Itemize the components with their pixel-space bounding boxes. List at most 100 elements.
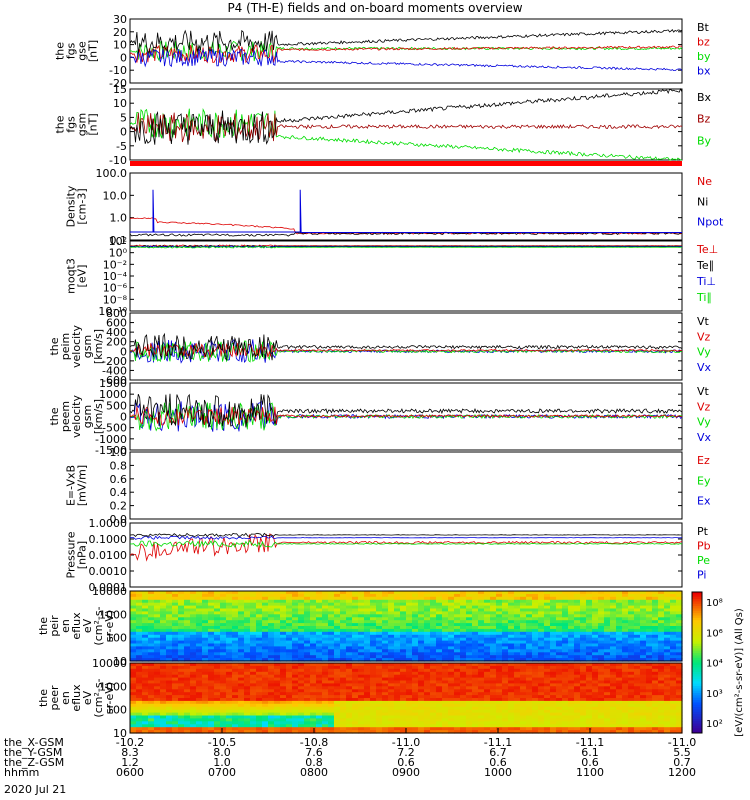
spectrogram-cell xyxy=(412,727,419,731)
spectrogram-cell xyxy=(466,698,473,702)
spectrogram-cell xyxy=(364,631,371,636)
spectrogram-cell xyxy=(556,715,563,719)
spectrogram-cell xyxy=(232,658,239,662)
spectrogram-cell xyxy=(214,637,221,642)
spectrogram-cell xyxy=(166,643,173,647)
spectrogram-cell xyxy=(244,652,251,656)
spectrogram-cell xyxy=(472,608,479,612)
spectrogram-cell xyxy=(400,703,407,708)
spectrogram-cell xyxy=(274,605,281,610)
colorbar-swatch xyxy=(692,723,702,727)
spectrogram-cell xyxy=(166,674,173,679)
spectrogram-cell xyxy=(634,611,641,615)
spectrogram-cell xyxy=(214,652,221,656)
spectrogram-cell xyxy=(364,596,371,601)
spectrogram-cell xyxy=(388,700,395,705)
spectrogram-cell xyxy=(580,706,587,711)
spectrogram-cell xyxy=(652,727,659,731)
spectrogram-cell xyxy=(310,611,317,615)
spectrogram-cell xyxy=(316,640,323,645)
spectrogram-cell xyxy=(334,718,341,722)
spectrogram-cell xyxy=(676,706,683,711)
spectrogram-cell xyxy=(574,620,581,624)
spectrogram-cell xyxy=(346,649,353,653)
spectrogram-cell xyxy=(292,640,299,645)
spectrogram-cell xyxy=(352,727,359,731)
spectrogram-cell xyxy=(508,706,515,711)
spectrogram-cell xyxy=(424,677,431,682)
spectrogram-cell xyxy=(484,593,491,598)
spectrogram-cell xyxy=(274,689,281,693)
spectrogram-cell xyxy=(370,700,377,705)
spectrogram-cell xyxy=(598,593,605,598)
spectrogram-cell xyxy=(166,611,173,615)
spectrogram-cell xyxy=(676,668,683,673)
spectrogram-cell xyxy=(238,637,245,642)
spectrogram-cell xyxy=(256,674,263,679)
spectrogram-cell xyxy=(490,602,497,607)
spectrogram-cell xyxy=(142,631,149,636)
spectrogram-cell xyxy=(496,646,503,650)
spectrogram-cell xyxy=(670,626,677,630)
spectrogram-cell xyxy=(538,692,545,696)
colorbar-swatch xyxy=(692,674,702,678)
spectrogram-cell xyxy=(142,692,149,696)
spectrogram-cell xyxy=(544,692,551,696)
spectrogram-cell xyxy=(352,617,359,621)
spectrogram-cell xyxy=(268,643,275,647)
spectrogram-cell xyxy=(334,709,341,714)
spectrogram-cell xyxy=(208,712,215,717)
spectrogram-cell xyxy=(508,628,515,633)
spectrogram-cell xyxy=(472,599,479,604)
spectrogram-cell xyxy=(142,649,149,653)
spectrogram-cell xyxy=(598,646,605,650)
spectrogram-cell xyxy=(226,665,233,670)
spectrogram-cell xyxy=(268,658,275,662)
xaxis-value: 6.7 xyxy=(489,746,507,759)
spectrogram-cell xyxy=(610,591,617,595)
spectrogram-cell xyxy=(586,640,593,645)
spectrogram-cell xyxy=(454,686,461,690)
spectrogram-cell xyxy=(334,623,341,627)
spectrogram-cell xyxy=(238,712,245,717)
spectrogram-cell xyxy=(640,623,647,627)
spectrogram-cell xyxy=(670,608,677,612)
spectrogram-cell xyxy=(394,628,401,633)
spectrogram-cell xyxy=(550,727,557,731)
spectrogram-cell xyxy=(532,703,539,708)
spectrogram-cell xyxy=(130,695,137,699)
spectrogram-cell xyxy=(562,671,569,676)
spectrogram-cell xyxy=(376,626,383,630)
spectrogram-cell xyxy=(214,623,221,627)
spectrogram-cell xyxy=(658,596,665,601)
spectrogram-cell xyxy=(418,674,425,679)
spectrogram-cell xyxy=(436,593,443,598)
spectrogram-cell xyxy=(556,695,563,699)
spectrogram-cell xyxy=(154,611,161,615)
spectrogram-cell xyxy=(358,591,365,595)
spectrogram-cell xyxy=(640,611,647,615)
spectrogram-cell xyxy=(616,709,623,714)
spectrogram-cell xyxy=(610,655,617,659)
spectrogram-cell xyxy=(172,591,179,595)
spectrogram-cell xyxy=(340,715,347,719)
spectrogram-cell xyxy=(412,663,419,667)
spectrogram-cell xyxy=(562,727,569,731)
spectrogram-cell xyxy=(568,646,575,650)
spectrogram-cell xyxy=(634,692,641,696)
spectrogram-cell xyxy=(496,724,503,728)
spectrogram-cell xyxy=(490,634,497,639)
spectrogram-cell xyxy=(184,620,191,624)
spectrogram-cell xyxy=(448,712,455,717)
spectrogram-cell xyxy=(406,689,413,693)
spectrogram-cell xyxy=(232,674,239,679)
spectrogram-cell xyxy=(136,686,143,690)
spectrogram-cell xyxy=(604,596,611,601)
spectrogram-cell xyxy=(592,593,599,598)
spectrogram-cell xyxy=(352,689,359,693)
spectrogram-cell xyxy=(292,646,299,650)
spectrogram-cell xyxy=(280,706,287,711)
spectrogram-cell xyxy=(322,623,329,627)
spectrogram-cell xyxy=(466,655,473,659)
spectrogram-cell xyxy=(220,646,227,650)
